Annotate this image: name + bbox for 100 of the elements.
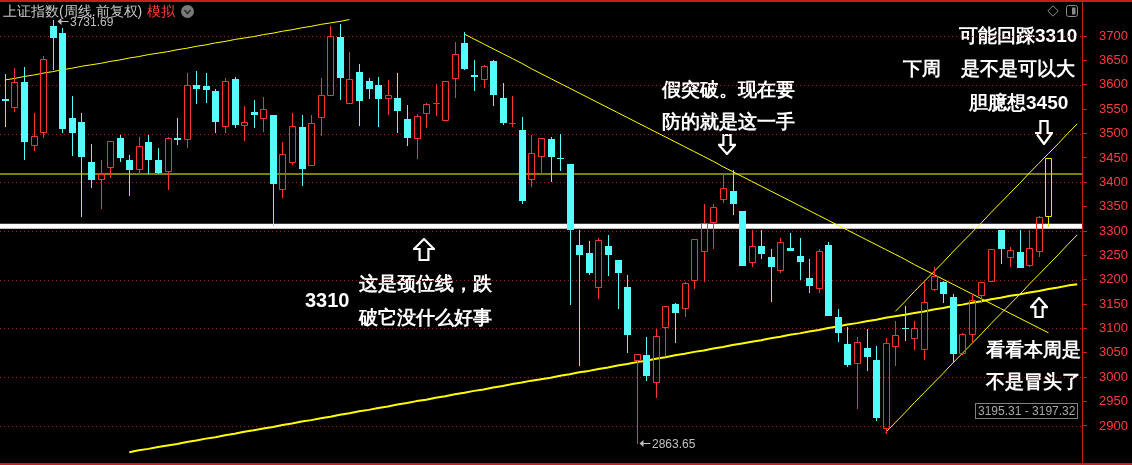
y-tick-label: 3250 xyxy=(1099,246,1128,262)
y-tick-label: 3050 xyxy=(1099,344,1128,360)
candlestick xyxy=(260,96,267,133)
candlestick xyxy=(902,305,909,342)
y-tick-label: 3350 xyxy=(1099,198,1128,214)
y-tick-label: 3450 xyxy=(1099,149,1128,165)
candlestick xyxy=(433,83,440,117)
candlestick xyxy=(107,141,114,179)
candlestick xyxy=(375,76,382,128)
candlestick xyxy=(978,282,985,304)
candlestick xyxy=(806,258,813,294)
candlestick xyxy=(145,134,152,175)
annotation: 3195.31 - 3197.32 xyxy=(975,403,1079,419)
candlestick xyxy=(557,133,564,172)
candlestick xyxy=(662,306,669,357)
candlestick xyxy=(672,302,679,344)
candlestick xyxy=(385,79,392,116)
candlestick xyxy=(653,328,660,399)
candlestick xyxy=(768,248,775,303)
y-tick-label: 3700 xyxy=(1099,27,1128,43)
candlestick xyxy=(69,95,76,157)
candlestick xyxy=(471,59,478,92)
annotation: 3310 xyxy=(305,289,350,311)
annotation: 胆臆想3450 xyxy=(969,92,1069,113)
candlestick xyxy=(615,259,622,310)
candlestick xyxy=(414,113,421,160)
candlestick xyxy=(50,19,57,71)
candlestick xyxy=(777,237,784,274)
candlestick xyxy=(452,41,459,99)
candlestick xyxy=(31,112,38,152)
candlestick xyxy=(1026,229,1033,268)
candlestick xyxy=(327,25,334,96)
candlestick xyxy=(701,203,708,283)
candlestick xyxy=(98,159,105,210)
candlestick xyxy=(911,320,918,351)
candlestick xyxy=(241,105,248,142)
candlestick xyxy=(394,72,401,134)
candlestick xyxy=(854,336,861,410)
candlestick xyxy=(117,134,124,163)
candlestick xyxy=(404,104,411,147)
y-tick-label: 3150 xyxy=(1099,295,1128,311)
candlestick xyxy=(835,308,842,343)
candlestick xyxy=(1007,246,1014,268)
candlestick xyxy=(251,99,258,129)
candlestick xyxy=(605,234,612,277)
candlestick xyxy=(538,138,545,175)
y-tick-label: 3550 xyxy=(1099,100,1128,116)
y-tick-label: 2900 xyxy=(1099,417,1128,433)
candlestick xyxy=(289,112,296,166)
candlestick xyxy=(174,117,181,146)
candlestick xyxy=(931,266,938,292)
candlestick xyxy=(988,249,995,282)
y-tick-label: 3600 xyxy=(1099,76,1128,92)
annotation: 不是冒头了 xyxy=(986,371,1081,392)
annotation: 破它没什么好事 xyxy=(359,307,492,328)
candlestick xyxy=(184,72,191,149)
candlestick xyxy=(308,114,315,166)
y-tick-label: 2950 xyxy=(1099,393,1128,409)
annotation: 这是颈位线，跌 xyxy=(359,273,492,294)
candlestick xyxy=(586,240,593,276)
candlestick xyxy=(193,70,200,105)
candlestick xyxy=(509,95,516,128)
candlestick xyxy=(222,77,229,134)
candlestick xyxy=(2,73,9,128)
candlestick xyxy=(758,229,765,260)
candlestick xyxy=(366,77,373,100)
annotation: 是不是可以大 xyxy=(961,58,1075,79)
candlestick xyxy=(203,72,210,104)
annotation: 下周 xyxy=(903,58,941,79)
candlestick xyxy=(1036,215,1043,258)
candlestick xyxy=(969,293,976,344)
candlestick xyxy=(165,136,172,191)
candlestick xyxy=(11,67,18,113)
annotation: 假突破。现在要 xyxy=(662,79,795,100)
candlestick xyxy=(576,229,583,367)
candlestick xyxy=(442,81,449,121)
annotation: 防的就是这一手 xyxy=(662,111,795,132)
y-tick-label: 3650 xyxy=(1099,52,1128,68)
candlestick xyxy=(1017,229,1024,269)
annotation: 2863.65 xyxy=(652,437,696,451)
candlestick xyxy=(318,77,325,137)
candlestick xyxy=(998,229,1005,265)
candlestick xyxy=(940,280,947,304)
y-tick-label: 3500 xyxy=(1099,125,1128,141)
candlestick xyxy=(864,328,871,372)
y-tick-label: 3200 xyxy=(1099,271,1128,287)
annotation: 看看本周是 xyxy=(986,339,1081,360)
candlestick xyxy=(126,154,133,197)
candlestick xyxy=(595,237,602,300)
candlestick xyxy=(691,239,698,290)
candlestick xyxy=(643,336,650,382)
candlestick xyxy=(279,141,286,199)
candlestick xyxy=(730,169,737,216)
candlestick xyxy=(346,51,353,104)
candlestick xyxy=(797,237,804,281)
candlestick xyxy=(40,55,47,139)
y-tick-label: 3400 xyxy=(1099,173,1128,189)
candlestick xyxy=(682,281,689,318)
candlestick xyxy=(720,173,727,204)
y-tick-label: 3100 xyxy=(1099,320,1128,336)
